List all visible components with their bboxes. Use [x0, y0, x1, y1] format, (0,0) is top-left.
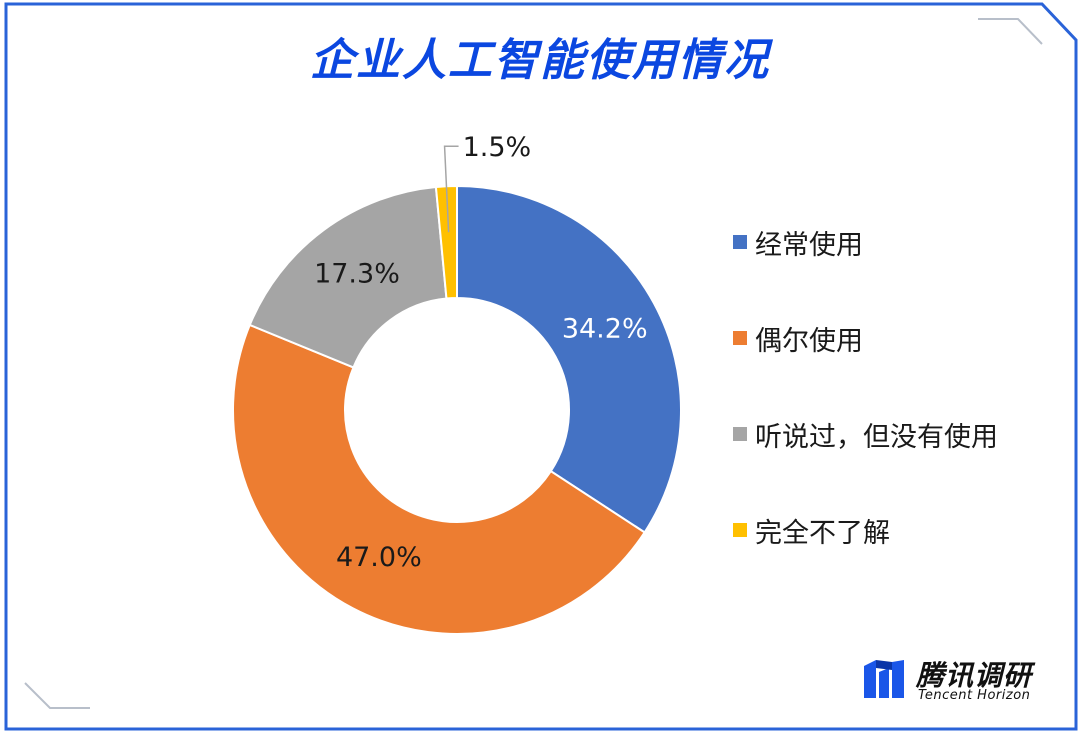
legend-swatch — [733, 235, 747, 249]
tencent-horizon-logo: 腾讯调研 Tencent Horizon — [862, 656, 1042, 706]
chart-legend: 经常使用 偶尔使用 听说过，但没有使用 完全不了解 — [733, 218, 998, 602]
legend-swatch — [733, 427, 747, 441]
slice-unaware — [434, 184, 458, 300]
legend-swatch — [733, 331, 747, 345]
data-label-heard-not-used: 17.3% — [314, 259, 400, 290]
slice-heard-not-used — [248, 185, 448, 369]
legend-label: 偶尔使用 — [755, 325, 863, 357]
legend-swatch — [733, 523, 747, 537]
legend-item-unaware: 完全不了解 — [733, 506, 998, 554]
legend-item-occasional: 偶尔使用 — [733, 314, 998, 362]
legend-item-heard-not-used: 听说过，但没有使用 — [733, 410, 998, 458]
data-label-occasional: 47.0% — [336, 542, 422, 573]
logo-en-text: Tencent Horizon — [918, 688, 1031, 703]
legend-item-frequent: 经常使用 — [733, 218, 998, 266]
slice-frequent — [456, 184, 682, 534]
chart-title: 企业人工智能使用情况 — [310, 35, 770, 86]
slice-occasional — [232, 323, 646, 635]
leader-line — [443, 145, 459, 233]
tencent-horizon-logo-icon — [864, 660, 904, 698]
legend-label: 经常使用 — [755, 229, 863, 261]
data-label-frequent: 34.2% — [562, 313, 648, 344]
legend-label: 完全不了解 — [755, 517, 890, 549]
logo-cn-text: 腾讯调研 — [916, 659, 1033, 692]
data-label-unaware: 1.5% — [463, 132, 532, 163]
legend-label: 听说过，但没有使用 — [755, 421, 998, 453]
